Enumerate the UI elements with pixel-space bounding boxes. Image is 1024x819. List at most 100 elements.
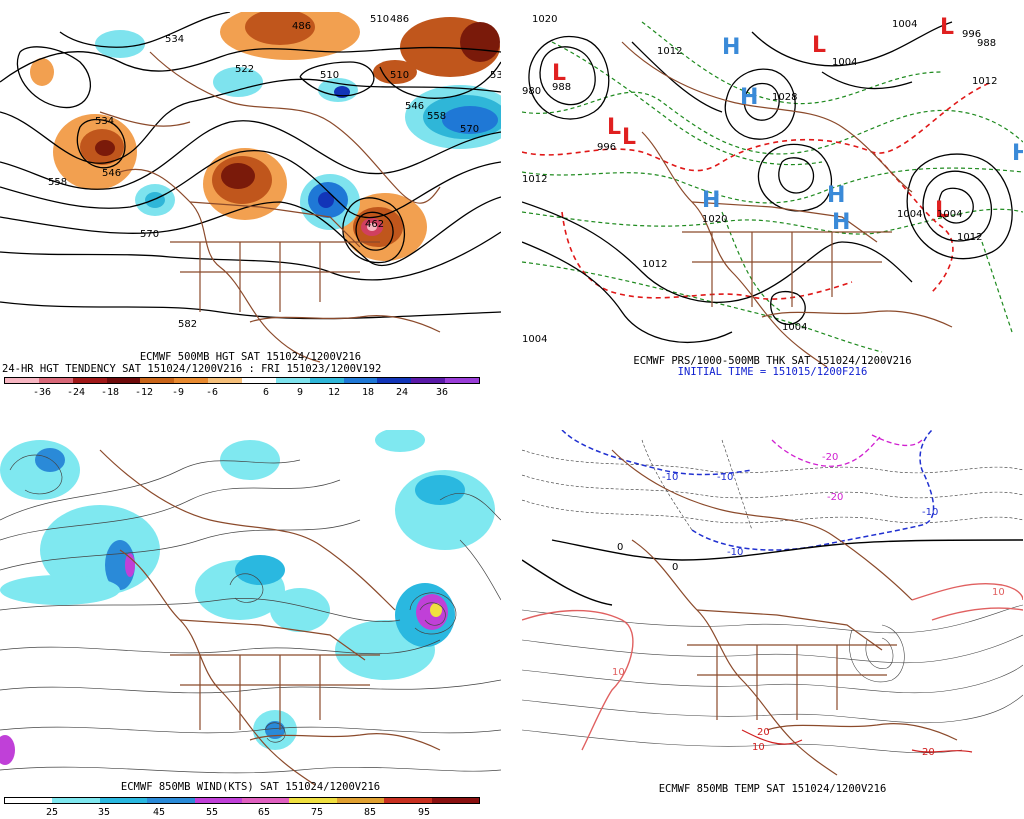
scale-tick: 45 xyxy=(152,807,166,818)
map-850-temp: -10 -10 -10 -10 -20 -20 0 0 10 10 20 20 … xyxy=(522,430,1023,818)
scale-swatch xyxy=(147,798,195,803)
scale-swatch xyxy=(309,378,344,383)
low-marker: L xyxy=(607,115,621,140)
scale-ticks: 25 35 45 55 65 75 85 95 xyxy=(4,807,480,818)
scale-tick: -24 xyxy=(66,387,86,398)
scale-swatch xyxy=(5,798,53,803)
isotherm-plus10 xyxy=(522,582,1023,751)
low-marker: L xyxy=(940,15,954,40)
isotherm-label: -10 xyxy=(662,472,678,483)
panel-caption: ECMWF 850MB TEMP SAT 151024/1200V216 xyxy=(658,783,887,795)
panel-500mb-height: 534 510 486 510 534 546 558 570 558 546 … xyxy=(0,12,501,400)
scale-swatch xyxy=(289,798,337,803)
low-marker: L xyxy=(935,198,949,223)
scale-swatch xyxy=(445,378,480,383)
scale-swatch xyxy=(336,798,385,803)
scale-swatch xyxy=(384,798,432,803)
scale-tick: 65 xyxy=(257,807,271,818)
scale-tick: 35 xyxy=(97,807,111,818)
isobar-label: 1004 xyxy=(832,57,857,68)
map-mslp: L L L L L L H H H H H H 1020 1012 1004 9… xyxy=(522,12,1023,400)
scale-swatch xyxy=(431,798,480,803)
contour-label: 510 xyxy=(390,70,409,81)
scale-swatch xyxy=(174,378,209,383)
panel-caption: ECMWF 500MB HGT SAT 151024/1200V216 xyxy=(139,351,362,363)
isotherm-zero xyxy=(522,539,1023,606)
isobar-label: 1020 xyxy=(702,214,727,225)
isobar-label: 1012 xyxy=(522,174,547,185)
cold-isotherms xyxy=(522,439,1023,531)
height-contours xyxy=(0,12,501,320)
tendency-fill xyxy=(30,12,501,261)
panel-caption-2: 24-HR HGT TENDENCY SAT 151024/1200V216 :… xyxy=(2,363,382,375)
contour-label: 510 xyxy=(370,14,389,25)
scale-swatch xyxy=(99,798,148,803)
panel-850mb-wind: ECMWF 850MB WIND(KTS) SAT 151024/1200V21… xyxy=(0,430,501,818)
scale-tick: -18 xyxy=(100,387,120,398)
contour-label: 570 xyxy=(140,229,159,240)
contour-label: 546 xyxy=(102,168,121,179)
isotherm-label: -10 xyxy=(922,507,938,518)
contour-labels: 534 510 486 510 534 546 558 570 558 546 … xyxy=(48,14,501,330)
isobar-label: 1004 xyxy=(937,209,962,220)
streamlines xyxy=(0,454,501,774)
thickness-540-line xyxy=(522,81,993,300)
warm-isotherms xyxy=(522,604,1023,754)
isotherm-label: 0 xyxy=(617,542,623,553)
scale-swatch xyxy=(208,378,243,383)
scale-swatch xyxy=(140,378,175,383)
wind-speed-fill xyxy=(0,430,495,765)
isotherm-label: 0 xyxy=(672,562,678,573)
isotherm-label: -10 xyxy=(717,472,733,483)
isotherm-label: 20 xyxy=(757,727,770,738)
isobar-label: 980 xyxy=(522,86,541,97)
scale-swatch xyxy=(5,378,39,383)
isotherm-minus10 xyxy=(561,430,935,551)
isobar-label: 1004 xyxy=(782,322,807,333)
panel-caption-2: INITIAL TIME = 151015/1200F216 xyxy=(677,366,868,378)
contour-label: 510 xyxy=(320,70,339,81)
scale-tick: 36 xyxy=(435,387,449,398)
geography-borders xyxy=(99,51,441,363)
scale-tick: 9 xyxy=(296,387,304,398)
scale-tick: 6 xyxy=(262,387,270,398)
scale-tick: 12 xyxy=(327,387,341,398)
scale-tick: 55 xyxy=(205,807,219,818)
isotherm-label: -20 xyxy=(822,452,838,463)
scale-swatch xyxy=(242,378,276,383)
isobar-label: 988 xyxy=(552,82,571,93)
panel-caption: ECMWF 850MB WIND(KTS) SAT 151024/1200V21… xyxy=(120,781,381,793)
high-marker: H xyxy=(827,183,845,208)
isobar-label: 1012 xyxy=(657,46,682,57)
high-marker: H xyxy=(1012,141,1023,166)
scale-swatch xyxy=(411,378,446,383)
high-marker: H xyxy=(740,85,758,110)
scale-tick: 24 xyxy=(395,387,409,398)
isobar-label: 1004 xyxy=(897,209,922,220)
panel-mslp-thickness: L L L L L L H H H H H H 1020 1012 1004 9… xyxy=(522,12,1023,400)
scale-tick: 25 xyxy=(45,807,59,818)
scale-swatch xyxy=(72,378,107,383)
high-marker: H xyxy=(722,35,740,60)
low-marker: L xyxy=(812,33,826,58)
isotherm-plus20 xyxy=(741,729,973,753)
scale-swatch xyxy=(38,378,73,383)
contour-label: 486 xyxy=(292,21,311,32)
isobar-label: 1012 xyxy=(972,76,997,87)
color-scale xyxy=(4,797,480,804)
isobar-label: 1012 xyxy=(642,259,667,270)
scale-swatch xyxy=(242,798,290,803)
isobar-label: 988 xyxy=(977,38,996,49)
scale-tick: -36 xyxy=(32,387,52,398)
scale-swatch xyxy=(343,378,378,383)
isotherm-label: 20 xyxy=(922,747,935,758)
panel-850mb-temp: -10 -10 -10 -10 -20 -20 0 0 10 10 20 20 … xyxy=(522,430,1023,818)
scale-tick: -12 xyxy=(134,387,154,398)
scale-tick: -6 xyxy=(205,387,219,398)
isobar-label: 1004 xyxy=(892,19,917,30)
high-marker: H xyxy=(832,210,850,235)
scale-tick: 75 xyxy=(310,807,324,818)
isobars xyxy=(522,21,1013,344)
isobar-label: 996 xyxy=(962,29,981,40)
geography-borders xyxy=(99,449,441,786)
